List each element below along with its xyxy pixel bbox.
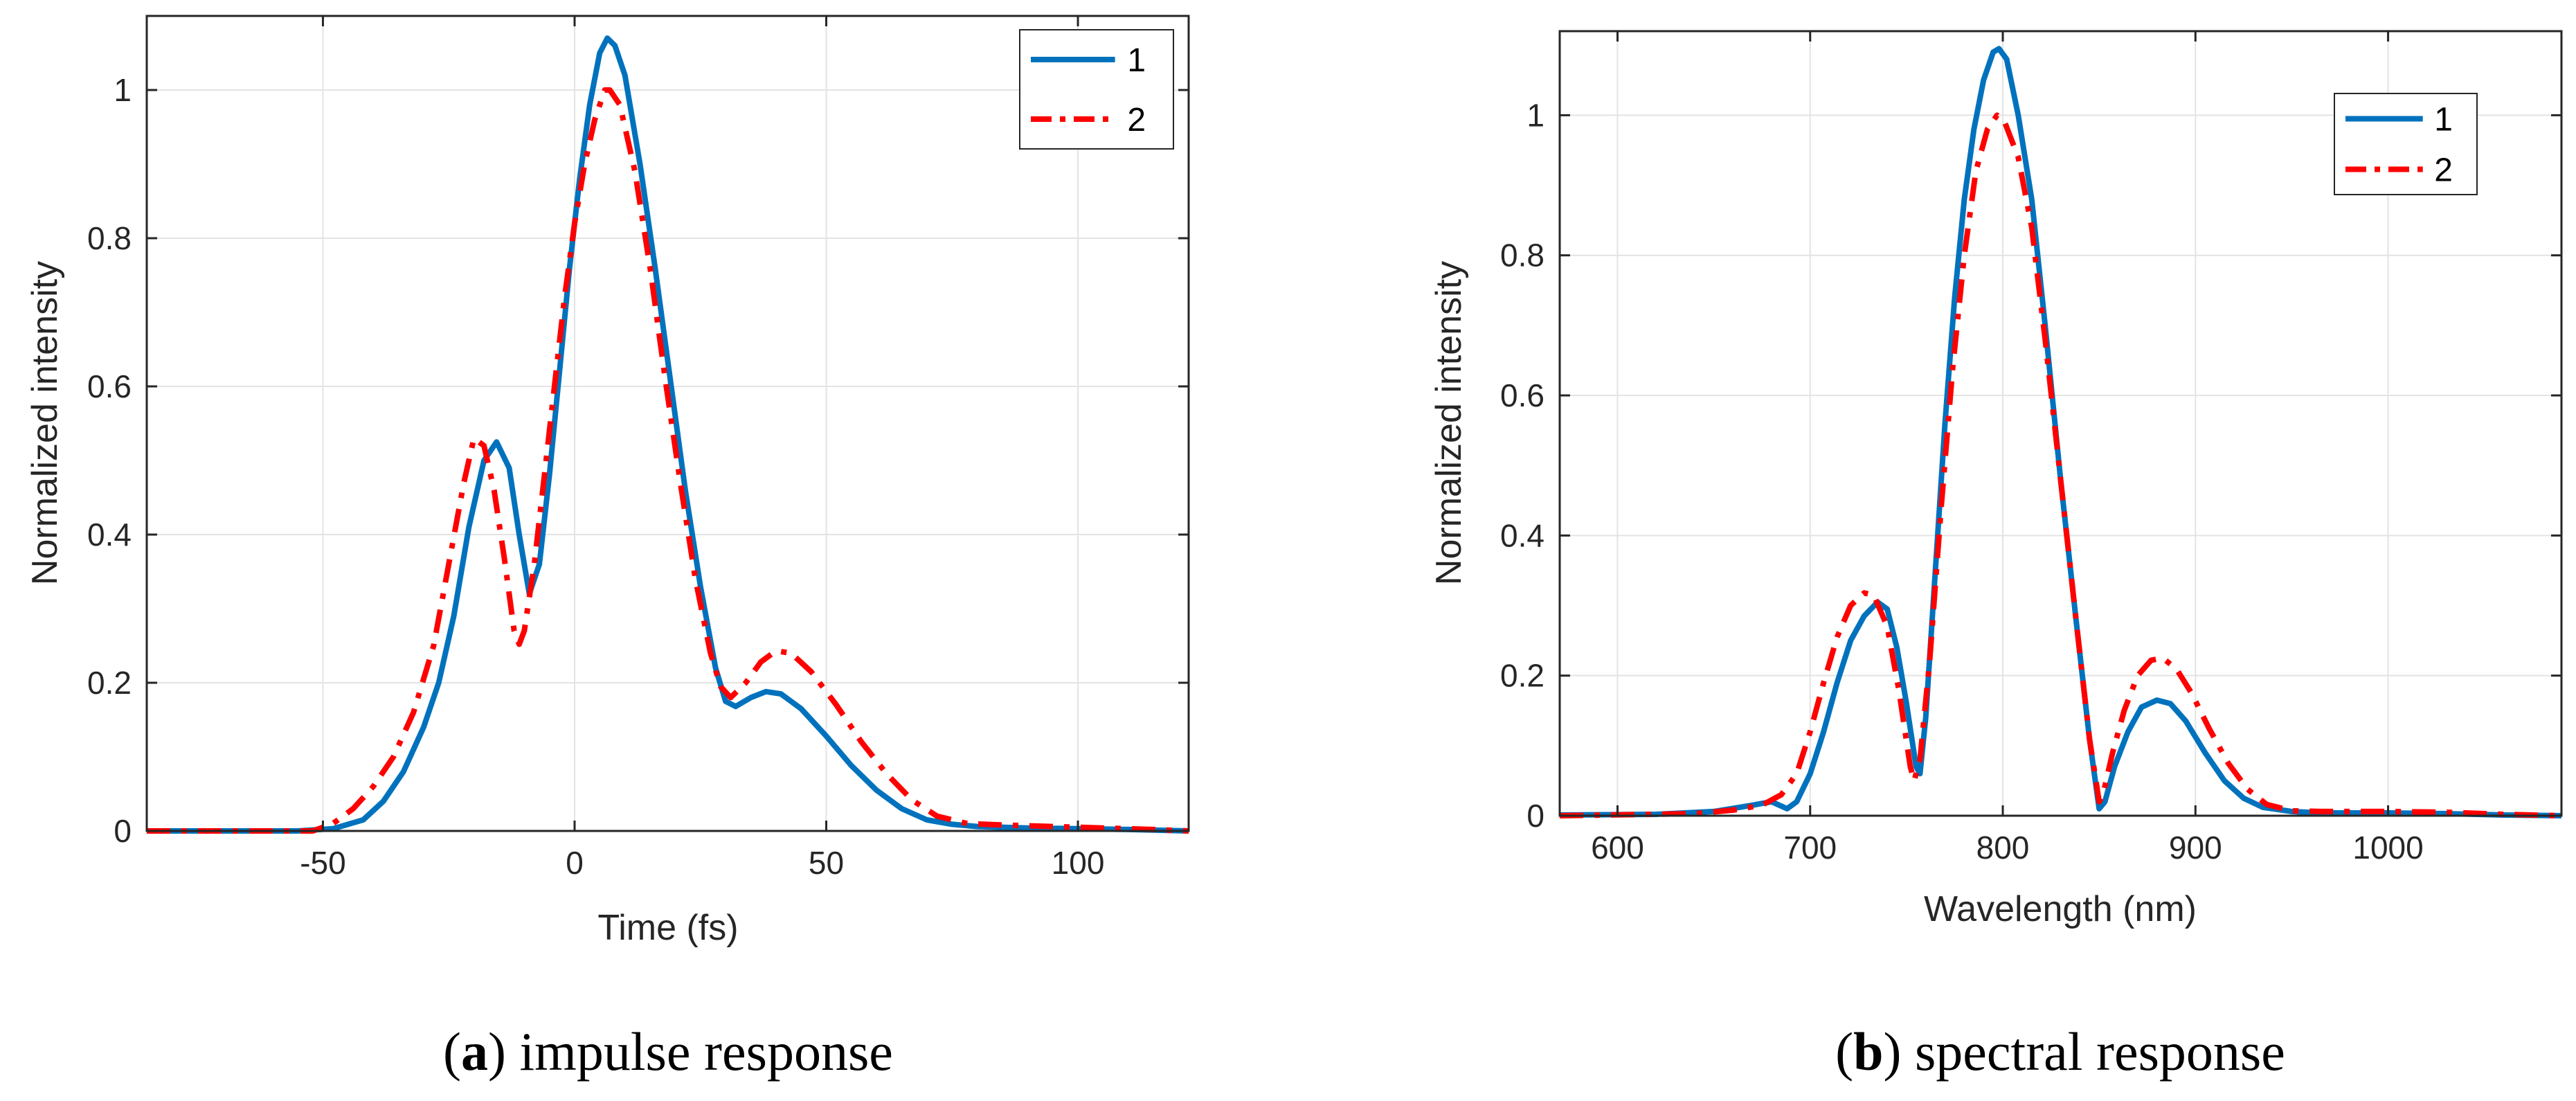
y-tick-label: 0 — [114, 813, 132, 849]
panel-a-plot-area — [147, 16, 1189, 831]
panel-b-caption-letter: b — [1853, 1021, 1883, 1082]
x-tick-label: 800 — [1976, 830, 2030, 866]
legend-box — [2334, 93, 2478, 195]
panel-a-impulse-response: -50 0 50 100 0 0.2 0.4 0.6 0.8 1 Time (fs) Normal… — [25, 15, 1190, 1082]
y-tick-label: 1 — [114, 72, 132, 108]
panel-a-ticks: -50 0 50 100 0 0.2 0.4 0.6 0.8 1 — [87, 16, 1189, 881]
panel-b-ylabel: Normalized intensity — [1429, 261, 1469, 585]
panel-b-legend: 12 — [2334, 93, 2478, 195]
panel-b-caption: (b) spectral response — [1835, 1021, 2285, 1082]
panel-b-xlabel: Wavelength (nm) — [1924, 889, 2197, 929]
panel-a-xlabel: Time (fs) — [597, 908, 738, 948]
x-tick-label: 50 — [809, 845, 844, 881]
y-tick-label: 0.8 — [87, 220, 132, 256]
series-1-line — [147, 35, 1189, 834]
series-1-line — [1559, 46, 2562, 818]
panel-b-ticks: 600 700 800 900 1000 0 0.2 0.4 0.6 0.8 1 — [1500, 31, 2561, 866]
panel-b-series-lines — [1559, 46, 2562, 818]
y-tick-label: 0.4 — [1500, 517, 1544, 553]
panel-a-caption: (a) impulse response — [443, 1021, 893, 1082]
panel-a-axes-box — [145, 15, 1190, 832]
x-tick-label: 600 — [1591, 830, 1644, 866]
series-2-line — [1559, 112, 2562, 818]
panel-a-series-lines — [147, 35, 1189, 834]
legend-label-1: 1 — [1127, 42, 1146, 79]
y-tick-label: 0.6 — [87, 368, 132, 404]
panel-b-spectral-response: 600 700 800 900 1000 0 0.2 0.4 0.6 0.8 1 Wavelengt… — [1429, 30, 2563, 1082]
y-tick-label: 0.8 — [1500, 238, 1544, 274]
y-tick-label: 0.2 — [1500, 658, 1544, 694]
panel-a-caption-letter: a — [461, 1021, 488, 1082]
y-tick-label: 0 — [1526, 798, 1544, 834]
panel-a-legend: 12 — [1019, 29, 1174, 150]
x-tick-label: 0 — [566, 845, 584, 881]
x-tick-label: 900 — [2169, 830, 2222, 866]
legend-label-2: 2 — [1127, 102, 1146, 138]
y-tick-label: 1 — [1526, 97, 1544, 133]
x-tick-label: 1000 — [2352, 830, 2423, 866]
legend-label-2: 2 — [2434, 152, 2453, 189]
legend-box — [1019, 29, 1174, 150]
legend-label-1: 1 — [2434, 102, 2453, 138]
y-tick-label: 0.6 — [1500, 377, 1544, 413]
y-tick-label: 0.2 — [87, 665, 132, 701]
panel-b-caption-text: spectral response — [1915, 1021, 2285, 1082]
y-tick-label: 0.4 — [87, 517, 132, 553]
panel-a-caption-text: impulse response — [520, 1021, 893, 1082]
x-tick-label: 700 — [1783, 830, 1837, 866]
x-tick-label: -50 — [300, 845, 345, 881]
panel-a-ylabel: Normalized intensity — [25, 261, 65, 585]
x-tick-label: 100 — [1052, 845, 1105, 881]
series-2-line — [147, 87, 1189, 834]
panel-b-axes-box — [1558, 30, 2563, 817]
